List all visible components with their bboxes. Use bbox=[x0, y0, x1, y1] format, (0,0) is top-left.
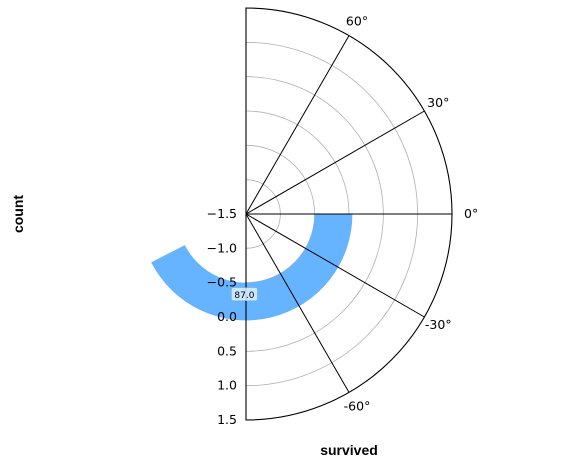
label-layer: 87.0 60° 30° 0° -30° -60° −1.5 −1.0 −0.5 0.0 0.5 1.… bbox=[207, 14, 479, 427]
angular-spoke-1 bbox=[245, 110, 425, 215]
radial-tick-label-1: −1.0 bbox=[207, 240, 237, 255]
angular-tick-label-1: 30° bbox=[427, 95, 449, 110]
frame-layer bbox=[245, 7, 453, 421]
y-axis-title: count bbox=[10, 195, 26, 233]
bar-0 bbox=[151, 214, 353, 321]
angular-spoke-3 bbox=[245, 213, 425, 318]
radial-tick-label-2: −0.5 bbox=[207, 275, 237, 290]
x-axis-title: survived bbox=[320, 442, 378, 458]
angular-spoke-4 bbox=[245, 213, 350, 393]
radial-tick-label-0: −1.5 bbox=[207, 206, 237, 221]
radial-tick-label-5: 1.0 bbox=[217, 378, 237, 393]
data-label-box-0 bbox=[231, 287, 258, 301]
radial-tick-label-3: 0.0 bbox=[217, 309, 237, 324]
data-label-0: 87.0 bbox=[231, 287, 258, 301]
angular-tick-label-3: -30° bbox=[425, 317, 452, 332]
radial-tick-label-6: 1.5 bbox=[217, 412, 237, 427]
bar-layer bbox=[151, 214, 353, 321]
data-label-text-0: 87.0 bbox=[234, 291, 254, 301]
angular-tick-label-2: 0° bbox=[464, 206, 478, 221]
angular-spoke-0 bbox=[245, 35, 350, 215]
angular-tick-label-0: 60° bbox=[346, 14, 368, 29]
polar-frame bbox=[245, 7, 453, 421]
spoke-layer bbox=[245, 35, 452, 393]
angular-tick-label-4: -60° bbox=[344, 398, 371, 413]
radial-tick-label-4: 0.5 bbox=[217, 343, 237, 358]
